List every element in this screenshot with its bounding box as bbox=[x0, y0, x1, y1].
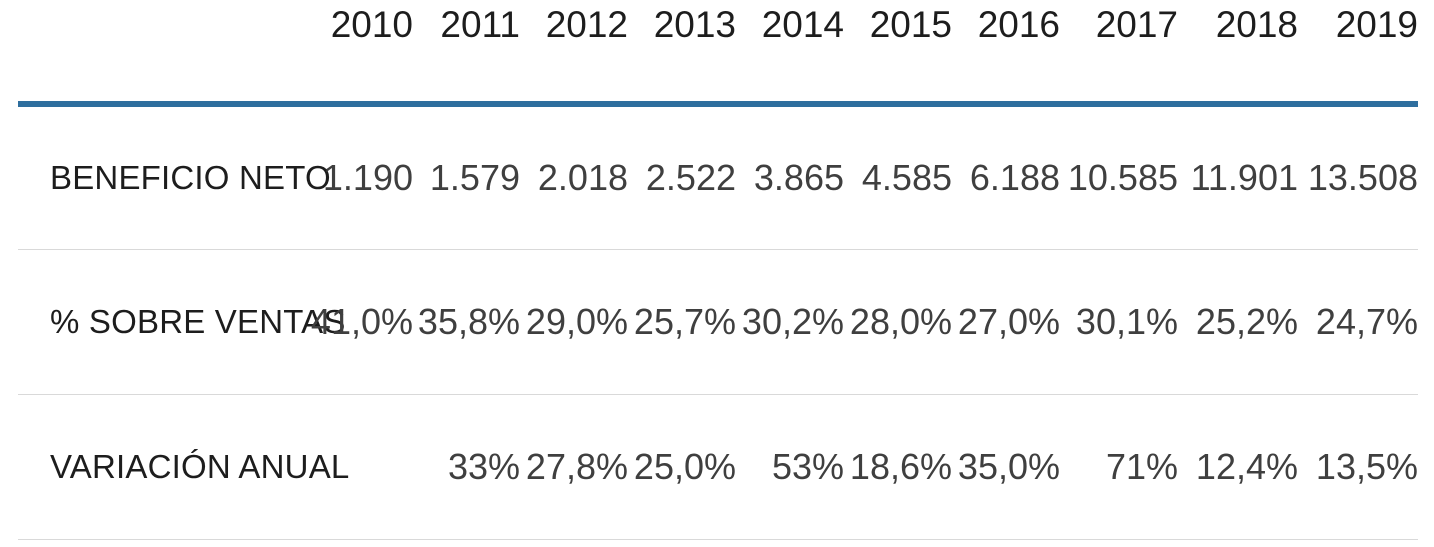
table-row-variacion-anual: VARIACIÓN ANUAL 33% 27,8% 25,0% 53% 18,6… bbox=[18, 394, 1418, 540]
year-header: 2011 bbox=[413, 0, 520, 107]
table-cell: 30,1% bbox=[1060, 249, 1178, 395]
year-header: 2018 bbox=[1178, 0, 1298, 107]
table-cell: 2.522 bbox=[628, 104, 736, 250]
table-cell bbox=[306, 394, 413, 540]
table-cell: 41,0% bbox=[306, 249, 413, 395]
year-header: 2010 bbox=[306, 0, 413, 107]
year-header: 2015 bbox=[844, 0, 952, 107]
year-header: 2012 bbox=[520, 0, 628, 107]
table-cell: 35,0% bbox=[952, 394, 1060, 540]
table-cell: 25,7% bbox=[628, 249, 736, 395]
table-cell: 71% bbox=[1060, 394, 1178, 540]
financial-table-container: 2010 2011 2012 2013 2014 2015 2016 2017 … bbox=[18, 0, 1418, 540]
year-header: 2019 bbox=[1298, 0, 1418, 107]
year-header: 2014 bbox=[736, 0, 844, 107]
table-cell: 35,8% bbox=[413, 249, 520, 395]
table-cell: 24,7% bbox=[1298, 249, 1418, 395]
table-cell: 33% bbox=[413, 394, 520, 540]
table-row-beneficio-neto: BENEFICIO NETO 1.190 1.579 2.018 2.522 3… bbox=[18, 104, 1418, 250]
table-cell: 53% bbox=[736, 394, 844, 540]
table-cell: 10.585 bbox=[1060, 104, 1178, 250]
table-cell: 18,6% bbox=[844, 394, 952, 540]
table-cell: 2.018 bbox=[520, 104, 628, 250]
year-header: 2016 bbox=[952, 0, 1060, 107]
row-label: VARIACIÓN ANUAL bbox=[18, 394, 349, 540]
table-cell: 27,8% bbox=[520, 394, 628, 540]
table-cell: 4.585 bbox=[844, 104, 952, 250]
table-cell: 25,0% bbox=[628, 394, 736, 540]
table-cell: 11.901 bbox=[1178, 104, 1298, 250]
corner-cell bbox=[18, 0, 306, 107]
table-cell: 30,2% bbox=[736, 249, 844, 395]
financial-table: 2010 2011 2012 2013 2014 2015 2016 2017 … bbox=[18, 0, 1418, 540]
table-cell: 29,0% bbox=[520, 249, 628, 395]
table-cell: 27,0% bbox=[952, 249, 1060, 395]
table-cell: 13.508 bbox=[1298, 104, 1418, 250]
year-header-row: 2010 2011 2012 2013 2014 2015 2016 2017 … bbox=[18, 0, 1418, 107]
year-header: 2017 bbox=[1060, 0, 1178, 107]
table-cell: 12,4% bbox=[1178, 394, 1298, 540]
table-cell: 25,2% bbox=[1178, 249, 1298, 395]
table-cell: 28,0% bbox=[844, 249, 952, 395]
table-cell: 1.579 bbox=[413, 104, 520, 250]
table-row-sobre-ventas: % SOBRE VENTAS 41,0% 35,8% 29,0% 25,7% 3… bbox=[18, 249, 1418, 395]
row-label: BENEFICIO NETO bbox=[18, 104, 331, 250]
row-label: % SOBRE VENTAS bbox=[18, 249, 345, 395]
table-cell: 13,5% bbox=[1298, 394, 1418, 540]
table-cell: 6.188 bbox=[952, 104, 1060, 250]
table-cell: 3.865 bbox=[736, 104, 844, 250]
table-cell: 1.190 bbox=[306, 104, 413, 250]
year-header: 2013 bbox=[628, 0, 736, 107]
